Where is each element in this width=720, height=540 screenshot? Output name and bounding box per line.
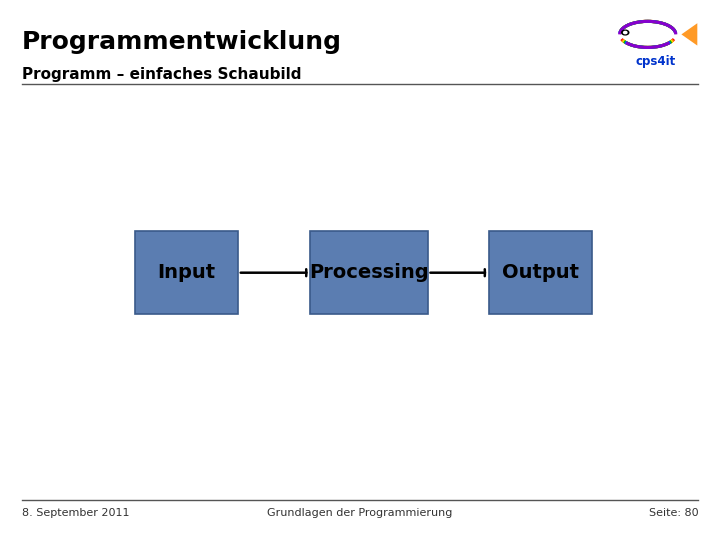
Text: Input: Input [157, 263, 215, 282]
Text: Programmentwicklung: Programmentwicklung [22, 30, 341, 53]
Text: Grundlagen der Programmierung: Grundlagen der Programmierung [267, 508, 453, 518]
FancyBboxPatch shape [489, 231, 592, 314]
Circle shape [621, 30, 629, 35]
FancyBboxPatch shape [310, 231, 428, 314]
Circle shape [624, 31, 627, 33]
FancyBboxPatch shape [135, 231, 238, 314]
Polygon shape [681, 23, 697, 45]
Text: cps4it: cps4it [635, 55, 675, 68]
Text: 8. September 2011: 8. September 2011 [22, 508, 129, 518]
Text: Output: Output [502, 263, 579, 282]
Text: Programm – einfaches Schaubild: Programm – einfaches Schaubild [22, 68, 301, 83]
Text: Processing: Processing [309, 263, 429, 282]
Text: Seite: 80: Seite: 80 [649, 508, 698, 518]
